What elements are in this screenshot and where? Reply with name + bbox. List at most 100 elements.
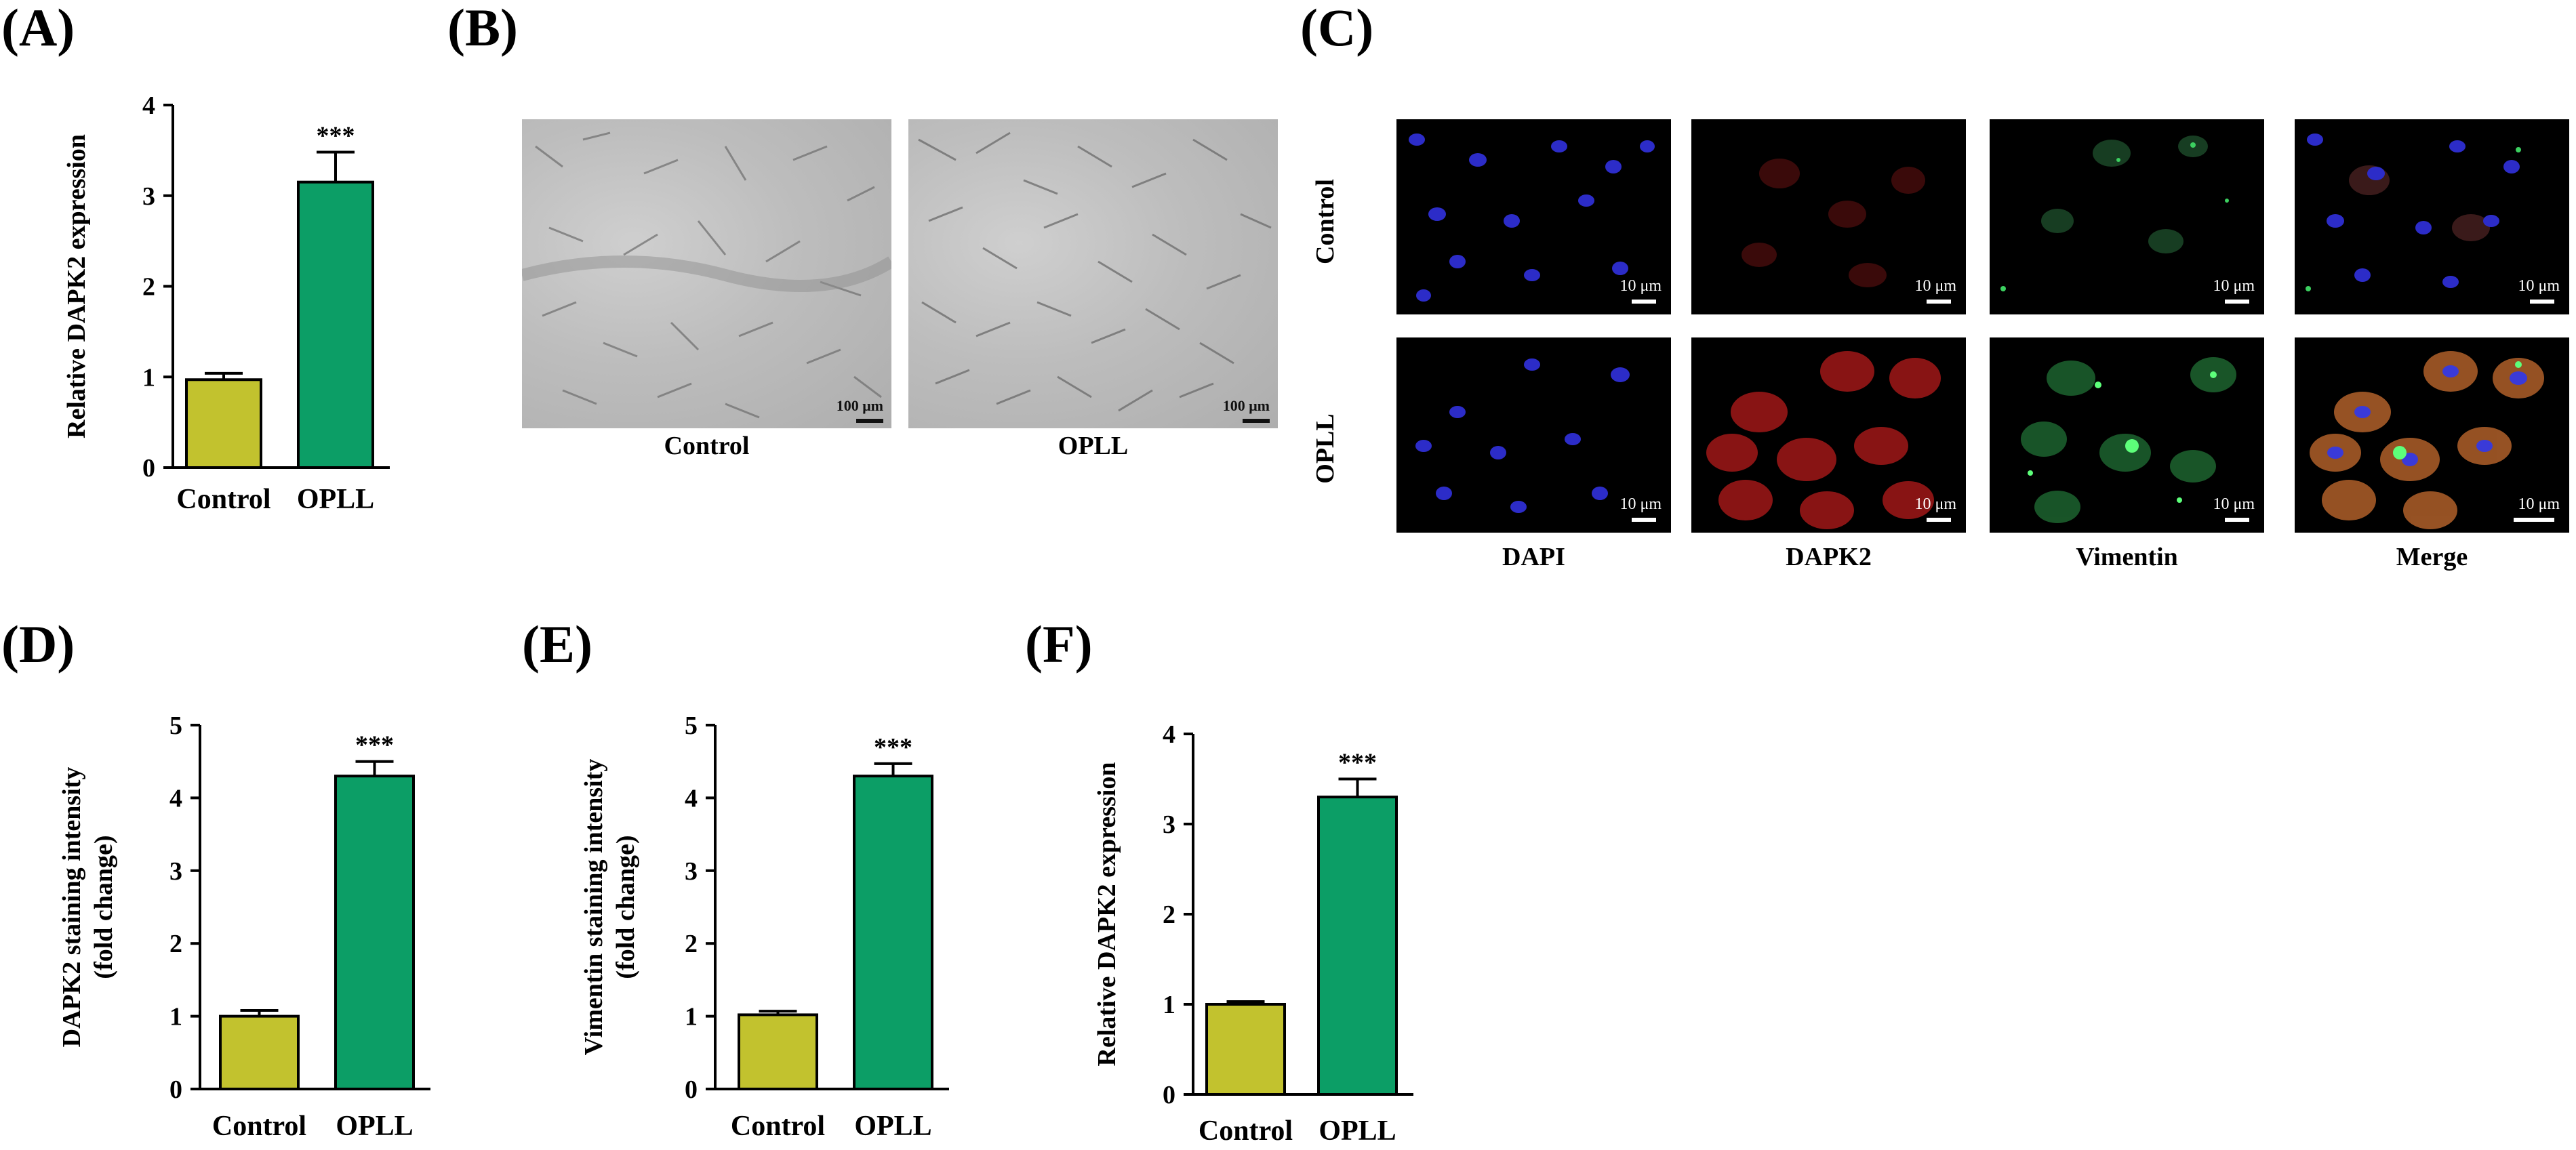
y-tick-label: 4: [169, 784, 182, 813]
panel-label-c: (C): [1300, 0, 1374, 57]
bar-control: [1205, 1003, 1286, 1096]
fluor-control-vimentin: 10 μm: [1990, 119, 2264, 314]
y-tick-label: 3: [169, 857, 182, 886]
y-tick-label: 2: [169, 930, 182, 958]
x-tick-label: Control: [176, 484, 270, 515]
bar-opll: [853, 775, 933, 1091]
brightfield-caption-control: Control: [664, 432, 750, 460]
fluor-row-label-control: Control: [1311, 179, 1340, 264]
vimentin-signal: [2000, 136, 2229, 291]
x-tick-label: OPLL: [1319, 1115, 1396, 1147]
y-tick-label: 0: [685, 1075, 698, 1104]
bar-opll: [297, 180, 374, 469]
bar-opll: [1317, 796, 1398, 1096]
bar-control: [185, 378, 262, 470]
panel-label-b: (B): [447, 0, 518, 57]
fluor-scale-label: 10 μm: [1914, 495, 1956, 513]
bar-control: [219, 1014, 300, 1091]
fluor-control-merge: 10 μm: [2295, 119, 2569, 314]
bar-opll: [334, 775, 415, 1091]
fluor-scale-bar: [1632, 518, 1656, 522]
chart-d: 0 1 2 3 4 5 DAPK2 staining intensity (fold chan…: [58, 712, 430, 1142]
scale-bar-control: [856, 419, 883, 423]
y-tick-label: 4: [685, 784, 698, 813]
significance-marker: ***: [874, 733, 912, 762]
cell-texture-opll: [918, 131, 1272, 412]
fluor-scale-label: 10 μm: [2518, 495, 2560, 513]
nuclei-dots: [1409, 134, 1655, 302]
fluor-col-label-dapi: DAPI: [1502, 543, 1565, 571]
y-axis-label: DAPK2 staining intensity: [58, 767, 86, 1048]
fluor-scale-bar: [1927, 518, 1951, 522]
scale-label-control: 100 μm: [836, 397, 883, 414]
fluor-scale-label: 10 μm: [2213, 277, 2255, 295]
brightfield-image-control: 100 μm: [522, 119, 891, 428]
panel-label-a: (A): [1, 0, 75, 57]
y-tick-label: 2: [685, 930, 698, 958]
y-tick-label: 1: [169, 1003, 182, 1031]
panel-label-d: (D): [1, 615, 75, 674]
y-tick-label: 0: [142, 454, 155, 482]
y-axis-label-unit: (fold change): [611, 835, 640, 979]
y-axis-label-unit: (fold change): [89, 835, 118, 979]
chart-f: 0 1 2 3 4 Relative DAPK2 expression Control OPL…: [1093, 720, 1413, 1147]
dapk2-signal: [1706, 351, 1941, 529]
x-tick-label: OPLL: [854, 1111, 931, 1142]
scale-label-opll: 100 μm: [1222, 397, 1270, 414]
dapk2-signal: [1742, 159, 1925, 287]
fluor-col-label-dapk2: DAPK2: [1786, 543, 1872, 571]
x-tick-label: Control: [212, 1111, 306, 1142]
y-tick-label: 4: [1163, 720, 1175, 749]
x-tick-label: OPLL: [297, 484, 374, 515]
significance-marker: ***: [355, 731, 394, 760]
y-tick-label: 1: [142, 363, 155, 392]
chart-e: 0 1 2 3 4 5 Vimentin staining intensity (fold c…: [580, 712, 949, 1142]
fluor-scale-bar: [1632, 300, 1656, 304]
fluor-scale-label: 10 μm: [1619, 277, 1662, 295]
panel-label-e: (E): [522, 615, 592, 674]
fluor-scale-bar: [1927, 300, 1951, 304]
fluor-scale-label: 10 μm: [1914, 277, 1956, 295]
x-tick-label: Control: [731, 1111, 825, 1142]
y-tick-label: 2: [142, 273, 155, 302]
fluor-control-dapi: 10 μm: [1396, 119, 1671, 314]
fluor-scale-bar: [2530, 300, 2554, 304]
fluor-scale-bar: [2225, 300, 2249, 304]
x-tick-label: Control: [1199, 1115, 1293, 1147]
y-tick-label: 0: [169, 1075, 182, 1104]
fluor-scale-bar: [2225, 518, 2249, 522]
fluor-opll-dapk2: 10 μm: [1691, 337, 1966, 533]
y-axis-label: Relative DAPK2 expression: [62, 134, 91, 438]
brightfield-image-opll: 100 μm: [908, 119, 1278, 428]
fluor-scale-label: 10 μm: [2518, 277, 2560, 295]
bar-control: [738, 1013, 818, 1090]
y-tick-label: 1: [1163, 991, 1175, 1019]
y-axis-label: Relative DAPK2 expression: [1093, 762, 1121, 1067]
y-tick-label: 5: [685, 712, 698, 740]
y-axis-label: Vimentin staining intensity: [580, 759, 608, 1056]
y-tick-label: 3: [1163, 810, 1175, 839]
fluor-opll-vimentin: 10 μm: [1990, 337, 2264, 533]
chart-a: 0 1 2 3 4 Relative DAPK2 expression Control OPL…: [62, 91, 390, 515]
fluor-control-dapk2: 10 μm: [1691, 119, 1966, 314]
fluor-opll-dapi: 10 μm: [1396, 337, 1671, 533]
y-tick-label: 3: [685, 857, 698, 886]
y-tick-label: 1: [685, 1003, 698, 1031]
significance-marker: ***: [1338, 749, 1377, 777]
nuclei-dots: [1415, 358, 1630, 513]
significance-marker: ***: [317, 122, 355, 150]
cell-texture-control: [522, 131, 891, 419]
y-tick-label: 5: [169, 712, 182, 740]
y-tick-label: 0: [1163, 1081, 1175, 1109]
scale-bar-opll: [1243, 419, 1270, 423]
fluor-col-label-vimentin: Vimentin: [2076, 543, 2178, 571]
merge-signal: [2306, 134, 2521, 291]
panel-label-f: (F): [1025, 615, 1093, 674]
brightfield-caption-opll: OPLL: [1058, 432, 1129, 460]
y-tick-label: 3: [142, 182, 155, 211]
fluor-scale-bar: [2514, 518, 2554, 522]
y-tick-label: 4: [142, 91, 155, 120]
fluor-col-label-merge: Merge: [2396, 543, 2468, 571]
fluor-scale-label: 10 μm: [1619, 495, 1662, 513]
y-tick-label: 2: [1163, 901, 1175, 929]
